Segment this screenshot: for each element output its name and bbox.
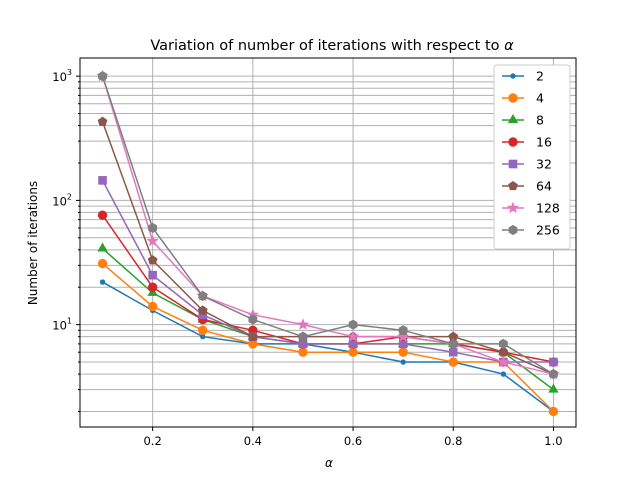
data-point <box>348 339 358 349</box>
data-point <box>497 355 510 368</box>
data-point <box>398 325 408 336</box>
data-point <box>198 325 208 336</box>
data-point <box>398 347 408 357</box>
y-tick-label: 103 <box>52 68 72 84</box>
data-point <box>148 270 157 280</box>
legend-marker <box>510 73 516 79</box>
legend-item-256: 256 <box>502 223 560 238</box>
legend-label: 2 <box>536 69 544 84</box>
legend-box <box>493 64 571 250</box>
data-point <box>348 347 358 357</box>
series-128 <box>96 69 560 380</box>
x-axis: 0.2 0.4 0.6 0.8 1.0 <box>143 427 563 448</box>
y-tick-label: 101 <box>52 317 72 333</box>
y-axis-label: Number of iterations <box>26 181 40 305</box>
legend-label: 128 <box>536 201 560 216</box>
data-point <box>296 318 309 330</box>
data-point <box>97 210 108 220</box>
data-point <box>147 282 158 292</box>
data-point <box>448 347 458 357</box>
data-point <box>548 383 559 393</box>
data-point <box>98 71 107 82</box>
series-256 <box>98 71 558 380</box>
legend-item-32: 32 <box>502 157 552 172</box>
legend-label: 32 <box>536 157 552 172</box>
legend-label: 16 <box>536 135 552 150</box>
x-tick-label: 1.0 <box>544 434 562 448</box>
data-point <box>248 314 258 325</box>
data-point <box>448 338 458 349</box>
data-point <box>498 338 508 349</box>
x-tick-label: 0.2 <box>143 434 161 448</box>
series-line <box>102 281 554 413</box>
legend-item-4: 4 <box>502 91 544 106</box>
data-point <box>200 333 206 340</box>
data-point <box>146 234 159 247</box>
data-point <box>97 242 108 252</box>
series-group <box>96 69 560 417</box>
data-point <box>347 330 360 342</box>
data-point <box>298 347 308 357</box>
legend-item-8: 8 <box>502 113 544 128</box>
data-point <box>98 176 107 185</box>
data-point <box>397 330 410 342</box>
data-point <box>198 290 208 302</box>
legend-marker <box>508 224 518 236</box>
y-axis: 101 102 103 <box>52 68 80 412</box>
legend-label: 256 <box>536 223 560 238</box>
data-point <box>97 258 108 269</box>
series-line <box>102 263 554 413</box>
legend-marker <box>508 180 518 191</box>
series-32 <box>98 176 558 367</box>
legend-marker <box>508 93 518 103</box>
legend-marker <box>507 113 519 123</box>
data-point <box>247 331 258 341</box>
legend-item-128: 128 <box>502 201 560 216</box>
x-tick-label: 0.4 <box>244 434 262 448</box>
data-point <box>549 369 558 380</box>
data-point <box>197 305 208 315</box>
data-point <box>500 371 507 377</box>
legend-marker <box>506 201 520 214</box>
legend: 2 4 8 16 32 64 128 256 <box>493 64 571 250</box>
series-4 <box>97 258 559 417</box>
series-line <box>101 179 554 363</box>
series-line <box>101 75 554 375</box>
series-16 <box>97 210 559 367</box>
legend-label: 4 <box>536 91 544 106</box>
data-point <box>548 406 559 417</box>
chart-title: Variation of number of iterations with r… <box>150 38 514 54</box>
data-point <box>549 357 558 367</box>
data-point <box>448 357 458 367</box>
data-point <box>400 359 406 365</box>
data-point <box>99 279 106 285</box>
x-axis-label: α <box>325 456 333 470</box>
legend-item-64: 64 <box>502 179 552 194</box>
data-point <box>398 339 408 349</box>
x-tick-label: 0.6 <box>344 434 362 448</box>
legend-marker <box>508 159 518 169</box>
legend-label: 8 <box>536 113 544 128</box>
data-point <box>97 116 108 126</box>
x-tick-label: 0.8 <box>444 434 462 448</box>
data-point <box>348 319 358 330</box>
data-point <box>147 255 158 265</box>
data-point <box>147 301 158 312</box>
legend-item-16: 16 <box>502 135 552 150</box>
data-point <box>298 331 308 342</box>
legend-label: 64 <box>536 179 552 194</box>
legend-item-2: 2 <box>502 69 544 84</box>
data-point <box>148 222 158 234</box>
legend-marker <box>508 137 518 147</box>
y-tick-label: 102 <box>52 192 72 208</box>
series-line <box>101 75 554 375</box>
plot-area-frame <box>79 57 577 428</box>
